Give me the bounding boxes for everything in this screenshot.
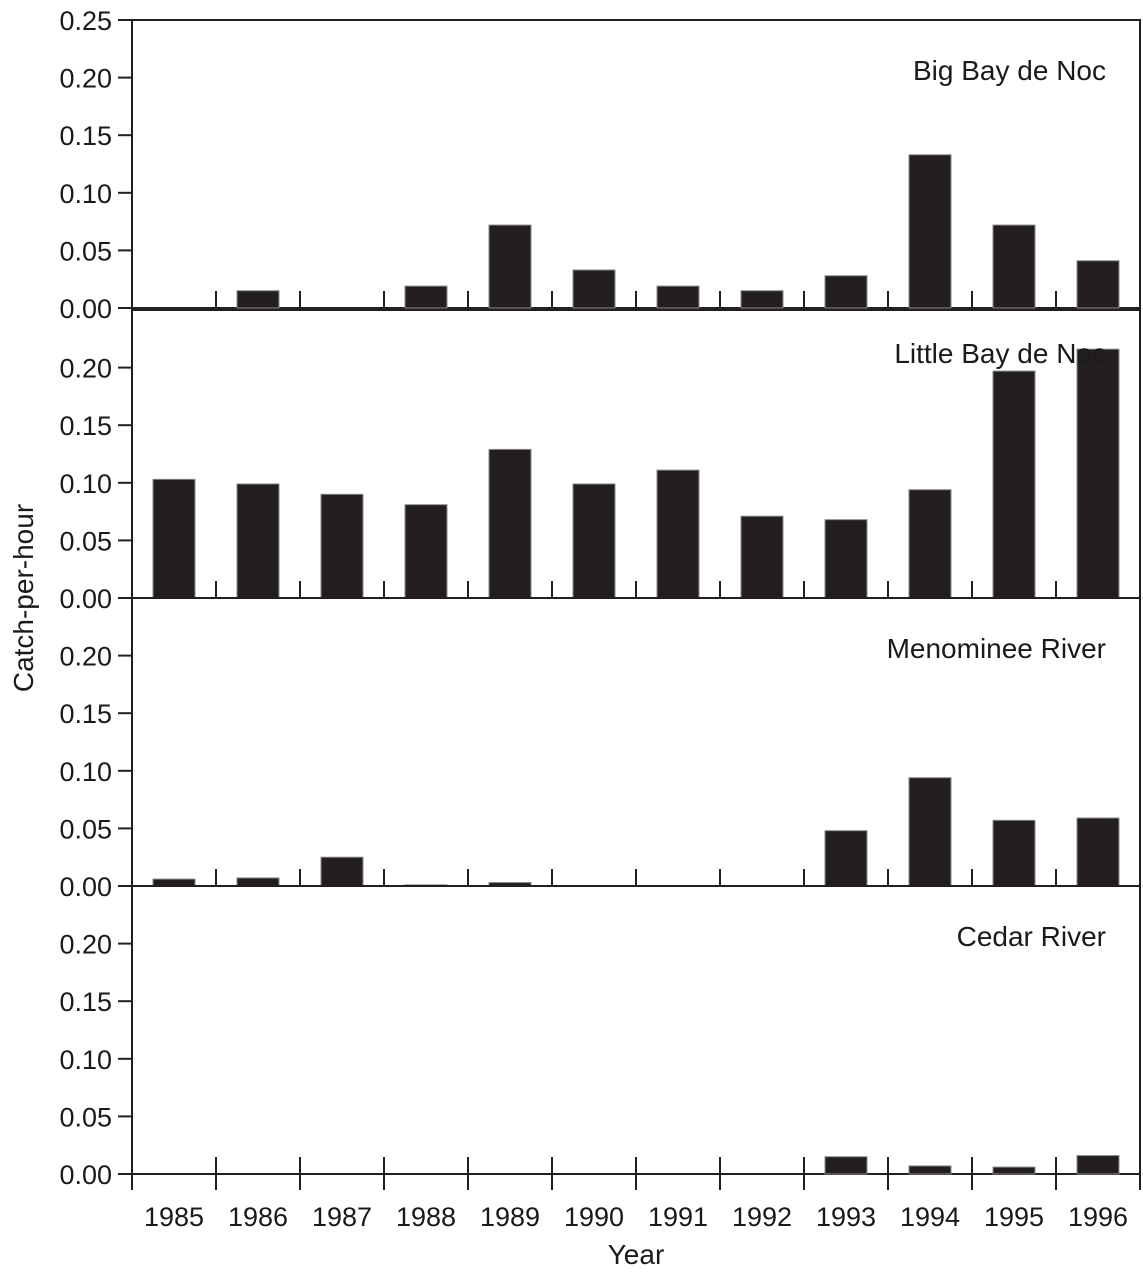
bar (488, 224, 532, 309)
x-axis-title: Year (608, 1239, 665, 1270)
bar (404, 504, 448, 599)
y-tick-label: 0.10 (59, 757, 112, 787)
panel-label: Menominee River (887, 633, 1106, 664)
y-tick-label: 0.20 (59, 64, 112, 94)
bar (740, 515, 784, 599)
y-tick-label: 0.20 (59, 930, 112, 960)
y-tick-label: 0.10 (59, 179, 112, 209)
bar (824, 1156, 868, 1175)
bar (908, 1165, 952, 1175)
bar (824, 830, 868, 887)
x-tick-label: 1996 (1068, 1202, 1128, 1232)
y-tick-label: 0.05 (59, 1102, 112, 1132)
y-tick-label: 0.15 (59, 987, 112, 1017)
bar (656, 469, 700, 599)
bar (488, 448, 532, 599)
y-axis-title: Catch-per-hour (8, 504, 39, 692)
x-tick-label: 1992 (732, 1202, 792, 1232)
bar (1076, 1155, 1120, 1175)
bar (656, 285, 700, 309)
y-tick-label: 0.05 (59, 236, 112, 266)
bar (404, 285, 448, 309)
bar (908, 489, 952, 599)
bar (152, 878, 196, 887)
y-tick-label: 0.20 (59, 354, 112, 384)
bar (908, 154, 952, 309)
bar (824, 519, 868, 599)
y-tick-label: 0.15 (59, 699, 112, 729)
panel-label: Big Bay de Noc (913, 55, 1106, 86)
y-tick-label: 0.00 (59, 294, 112, 324)
bar (1076, 348, 1120, 599)
bar (236, 483, 280, 599)
x-tick-label: 1991 (648, 1202, 708, 1232)
y-tick-label: 0.05 (59, 814, 112, 844)
panel-label: Little Bay de Noc (894, 338, 1106, 369)
bar (992, 224, 1036, 309)
x-tick-label: 1985 (144, 1202, 204, 1232)
x-tick-label: 1986 (228, 1202, 288, 1232)
bar (572, 483, 616, 599)
x-tick-label: 1988 (396, 1202, 456, 1232)
bar (152, 478, 196, 599)
y-tick-label: 0.00 (59, 872, 112, 902)
x-tick-label: 1990 (564, 1202, 624, 1232)
x-tick-label: 1989 (480, 1202, 540, 1232)
bar (908, 777, 952, 887)
y-tick-label: 0.10 (59, 469, 112, 499)
bar (824, 275, 868, 309)
bar (992, 819, 1036, 887)
bar (992, 370, 1036, 599)
y-tick-label: 0.20 (59, 642, 112, 672)
x-tick-label: 1995 (984, 1202, 1044, 1232)
y-tick-label: 0.15 (59, 411, 112, 441)
x-tick-label: 1994 (900, 1202, 960, 1232)
y-tick-label: 0.00 (59, 584, 112, 614)
bar (236, 877, 280, 887)
x-tick-label: 1993 (816, 1202, 876, 1232)
y-tick-label: 0.05 (59, 526, 112, 556)
bar (320, 493, 364, 599)
y-tick-label: 0.15 (59, 121, 112, 151)
bar (740, 290, 784, 309)
bar (572, 269, 616, 309)
bar (1076, 260, 1120, 309)
panel-label: Cedar River (957, 921, 1106, 952)
y-tick-label: 0.00 (59, 1160, 112, 1190)
bar (320, 856, 364, 887)
x-tick-label: 1987 (312, 1202, 372, 1232)
bar (236, 290, 280, 309)
bar (1076, 817, 1120, 887)
y-tick-label: 0.10 (59, 1045, 112, 1075)
bar (992, 1166, 1036, 1175)
y-tick-label: 0.25 (59, 6, 112, 36)
